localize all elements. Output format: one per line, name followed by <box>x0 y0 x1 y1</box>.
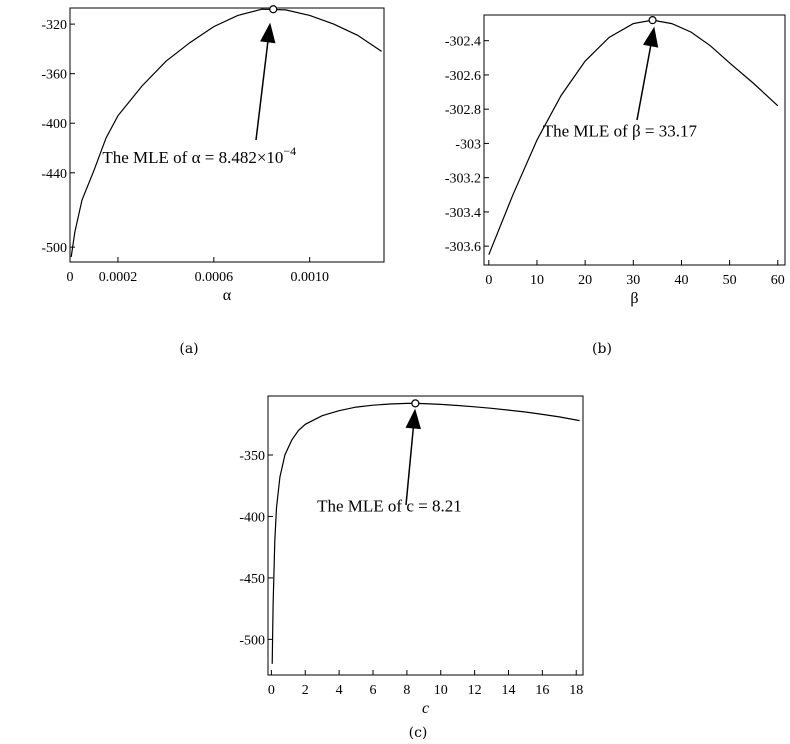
mle-annotation: The MLE of β = 33.17 <box>543 122 698 141</box>
y-tick-label: -320 <box>41 18 67 33</box>
y-tick-label: -400 <box>239 510 265 525</box>
mle-annotation-text: The MLE of β = 33.17 <box>543 122 698 141</box>
y-tick-label: -303.2 <box>445 172 481 187</box>
x-axis-label: c <box>422 700 429 717</box>
y-tick-label: -400 <box>41 117 67 132</box>
x-tick-label: 0 <box>485 273 492 288</box>
x-tick-label: 10 <box>434 683 448 698</box>
x-tick-label: 6 <box>370 683 377 698</box>
annotation-arrowhead <box>642 26 659 48</box>
x-tick-label: 18 <box>569 683 583 698</box>
y-tick-label: -350 <box>239 449 265 464</box>
x-tick-label: 30 <box>626 273 640 288</box>
y-tick-label: -302.8 <box>445 103 481 118</box>
x-tick-label: 40 <box>674 273 688 288</box>
x-tick-label: 0 <box>67 270 74 285</box>
mle-annotation-text: The MLE of α = 8.482×10 <box>102 148 283 167</box>
y-tick-label: -440 <box>41 167 67 182</box>
x-tick-label: 12 <box>468 683 482 698</box>
y-tick-label: -302.4 <box>445 35 481 50</box>
panel-caption: (b) <box>592 341 612 357</box>
y-tick-label: -302.6 <box>445 69 481 84</box>
mle-annotation: The MLE of α = 8.482×10−4 <box>102 144 296 167</box>
y-tick-label: -450 <box>239 572 265 587</box>
x-tick-label: 0.0010 <box>290 270 329 285</box>
y-tick-label: -303.4 <box>445 206 481 221</box>
annotation-arrow-shaft <box>636 45 652 121</box>
x-tick-label: 20 <box>578 273 592 288</box>
x-tick-label: 0.0006 <box>195 270 234 285</box>
annotation-arrowhead <box>260 22 276 44</box>
panel-c: -350 -400 -450 -500 0 2 4 6 8 10 12 14 16 18 c The MLE … <box>239 395 584 741</box>
y-tick-label: -500 <box>239 633 265 648</box>
y-tick-label: -360 <box>41 68 67 83</box>
mle-marker <box>411 399 420 408</box>
x-tick-label: 4 <box>336 683 343 698</box>
y-tick-label: -500 <box>41 241 67 256</box>
annotation-arrow-shaft <box>255 41 269 141</box>
panel-caption: (a) <box>179 341 198 357</box>
mle-marker <box>648 16 657 25</box>
x-tick-label: 0.0002 <box>99 270 138 285</box>
x-tick-label: 60 <box>771 273 785 288</box>
panel-caption: (c) <box>409 725 428 741</box>
plot-frame <box>267 395 584 676</box>
x-tick-label: 50 <box>723 273 737 288</box>
x-tick-label: 8 <box>403 683 410 698</box>
log-likelihood-curve <box>70 8 382 258</box>
x-tick-label: 10 <box>530 273 544 288</box>
log-likelihood-curve <box>271 402 580 664</box>
x-axis-label: β <box>630 290 638 307</box>
x-axis-label: α <box>223 287 232 304</box>
y-tick-label: -303 <box>455 137 481 152</box>
panel-b: -302.4 -302.6 -302.8 -303 -303.2 -303.4 -303.6… <box>445 14 786 357</box>
annotation-arrowhead <box>405 408 421 430</box>
mle-annotation: The MLE of c = 8.21 <box>317 497 462 516</box>
mle-annotation-exponent: −4 <box>283 144 296 158</box>
log-likelihood-curve <box>488 19 779 255</box>
plot-frame <box>69 7 385 263</box>
x-tick-label: 16 <box>535 683 549 698</box>
x-tick-label: 0 <box>268 683 275 698</box>
mle-annotation-text: The MLE of c = 8.21 <box>317 497 462 516</box>
annotation-arrow-shaft <box>405 427 415 506</box>
x-tick-label: 14 <box>501 683 515 698</box>
x-tick-label: 2 <box>302 683 309 698</box>
mle-marker <box>269 5 278 14</box>
y-tick-label: -303.6 <box>445 240 481 255</box>
plot-frame <box>483 14 786 266</box>
